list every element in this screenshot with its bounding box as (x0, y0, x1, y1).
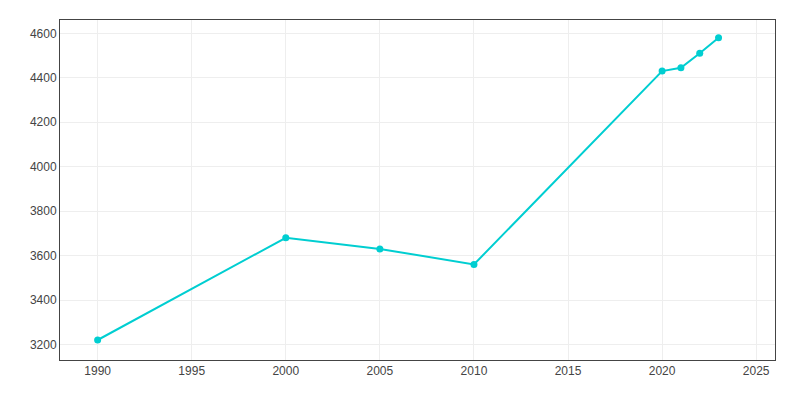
svg-text:2005: 2005 (367, 364, 394, 378)
svg-text:4200: 4200 (30, 115, 57, 129)
svg-text:2020: 2020 (649, 364, 676, 378)
svg-text:3600: 3600 (30, 249, 57, 263)
svg-text:4400: 4400 (30, 71, 57, 85)
svg-text:3800: 3800 (30, 204, 57, 218)
svg-text:3200: 3200 (30, 338, 57, 352)
svg-text:1990: 1990 (84, 364, 111, 378)
svg-text:2015: 2015 (555, 364, 582, 378)
svg-text:1995: 1995 (178, 364, 205, 378)
svg-text:4000: 4000 (30, 160, 57, 174)
svg-text:2010: 2010 (461, 364, 488, 378)
svg-text:2025: 2025 (743, 364, 770, 378)
svg-text:4600: 4600 (30, 27, 57, 41)
svg-text:3400: 3400 (30, 293, 57, 307)
svg-text:2000: 2000 (272, 364, 299, 378)
